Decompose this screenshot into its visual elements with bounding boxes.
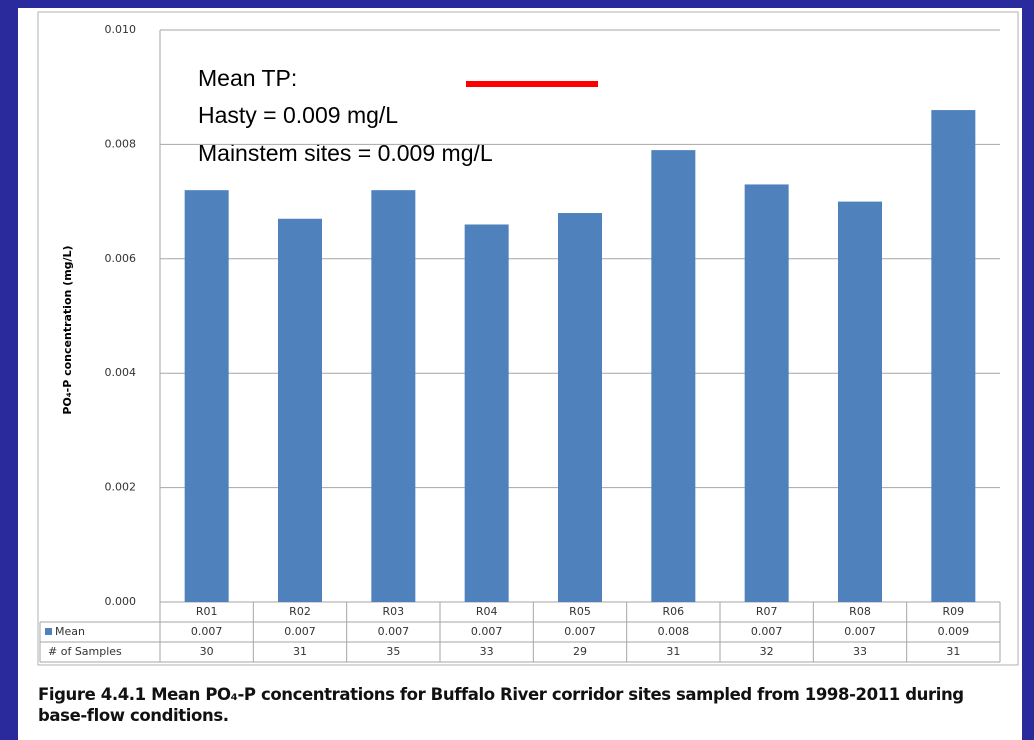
x-tick-label: R04 — [476, 605, 498, 618]
x-tick-label: R07 — [756, 605, 778, 618]
y-tick-label: 0.006 — [105, 252, 137, 265]
table-value: 0.007 — [844, 625, 876, 638]
table-value: 0.007 — [751, 625, 783, 638]
table-value: 0.007 — [284, 625, 316, 638]
x-tick-label: R06 — [663, 605, 685, 618]
row-label: # of Samples — [48, 645, 122, 658]
x-tick-label: R09 — [943, 605, 965, 618]
table-value: 0.007 — [191, 625, 223, 638]
annotation: Hasty = 0.009 mg/L — [198, 102, 398, 128]
table-value: 0.007 — [564, 625, 596, 638]
x-tick-label: R03 — [383, 605, 405, 618]
y-tick-label: 0.000 — [105, 595, 137, 608]
x-tick-label: R02 — [289, 605, 311, 618]
y-tick-label: 0.004 — [105, 366, 137, 379]
x-tick-label: R01 — [196, 605, 218, 618]
bar — [931, 110, 976, 602]
legend-swatch — [45, 628, 52, 635]
bar — [184, 190, 229, 602]
bar — [558, 213, 602, 603]
table-value: 31 — [293, 645, 307, 658]
table-value: 33 — [480, 645, 494, 658]
bar — [838, 201, 882, 602]
y-tick-label: 0.002 — [105, 481, 137, 494]
table-value: 29 — [573, 645, 587, 658]
bar — [464, 224, 509, 603]
table-value: 35 — [386, 645, 400, 658]
y-axis-label: PO₄-P concentration (mg/L) — [61, 245, 74, 414]
legend-label: Mean — [55, 625, 85, 638]
table-value: 31 — [666, 645, 680, 658]
table-value: 30 — [200, 645, 214, 658]
table-value: 0.007 — [378, 625, 410, 638]
table-value: 0.007 — [471, 625, 503, 638]
bar — [371, 190, 416, 602]
table-value: 33 — [853, 645, 867, 658]
bar — [744, 184, 789, 602]
x-tick-label: R08 — [849, 605, 871, 618]
y-tick-label: 0.008 — [105, 137, 137, 150]
table-value: 31 — [946, 645, 960, 658]
table-value: 0.009 — [938, 625, 970, 638]
y-tick-label: 0.010 — [105, 23, 137, 36]
table-value: 32 — [760, 645, 774, 658]
table-value: 0.008 — [658, 625, 690, 638]
caption: Figure 4.4.1 Mean PO₄-P concentrations f… — [38, 685, 964, 725]
annotation: Mean TP: — [198, 65, 297, 91]
x-tick-label: R05 — [569, 605, 591, 618]
bar — [651, 150, 696, 602]
bar — [278, 218, 322, 602]
